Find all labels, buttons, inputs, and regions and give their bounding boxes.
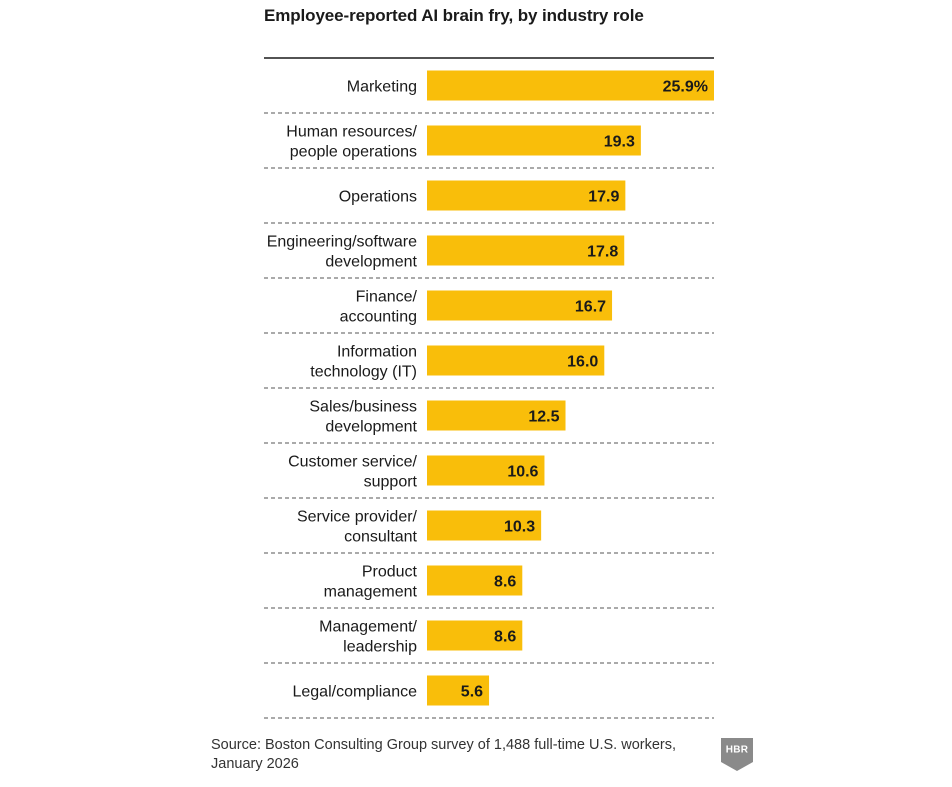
bar: [427, 620, 523, 651]
bar: [427, 565, 523, 596]
bar-value-label: 8.6: [494, 629, 516, 646]
category-label: support: [364, 474, 418, 491]
bar: [427, 235, 625, 266]
bar: [427, 70, 714, 101]
category-label: Operations: [339, 189, 417, 206]
category-label: consultant: [344, 529, 417, 546]
category-label: Customer service/: [288, 454, 417, 471]
category-label: people operations: [290, 144, 417, 161]
bar: [427, 510, 542, 541]
bar-value-label: 5.6: [461, 684, 483, 701]
bar-value-label: 10.6: [507, 464, 538, 481]
bar: [427, 180, 626, 211]
category-label: Service provider/: [297, 509, 418, 526]
category-label: Human resources/: [286, 124, 417, 141]
bar-value-label: 19.3: [604, 134, 635, 151]
source-line-2: January 2026: [211, 756, 299, 772]
category-label: Marketing: [347, 79, 417, 96]
bar-value-label: 8.6: [494, 574, 516, 591]
category-label: management: [324, 584, 418, 601]
category-label: Legal/compliance: [292, 684, 417, 701]
bar-value-label: 17.9: [588, 189, 619, 206]
bar-chart: 25.9% Marketing 19.3 Human resources/people…: [264, 57, 714, 719]
hbr-logo-text: HBR: [726, 745, 749, 756]
category-label: leadership: [343, 639, 417, 656]
bar-value-label: 16.7: [575, 299, 606, 316]
bar-value-label: 10.3: [504, 519, 535, 536]
source-line-1: Source: Boston Consulting Group survey o…: [211, 737, 677, 753]
source-note: Source: Boston Consulting Group survey o…: [211, 736, 676, 774]
category-label: Product: [362, 564, 418, 581]
bar: [427, 455, 545, 486]
bar-value-label: 16.0: [567, 354, 598, 371]
bar: [427, 675, 490, 706]
category-label: Sales/business: [309, 399, 417, 416]
bar: [427, 125, 641, 156]
category-label: Engineering/software: [267, 234, 417, 251]
chart-title: Employee-reported AI brain fry, by indus…: [264, 6, 644, 25]
bar-value-label: 12.5: [528, 409, 559, 426]
category-label: Management/: [319, 619, 417, 636]
bar: [427, 290, 613, 321]
category-label: Information: [337, 344, 417, 361]
category-label: accounting: [340, 309, 417, 326]
bar-value-label: 25.9%: [663, 79, 708, 96]
bar: [427, 400, 566, 431]
category-label: development: [325, 419, 417, 436]
category-label: development: [325, 254, 417, 271]
category-label: Finance/: [356, 289, 418, 306]
category-label: technology (IT): [310, 364, 417, 381]
bar-value-label: 17.8: [587, 244, 618, 261]
bar: [427, 345, 605, 376]
hbr-logo: HBR: [721, 738, 753, 771]
